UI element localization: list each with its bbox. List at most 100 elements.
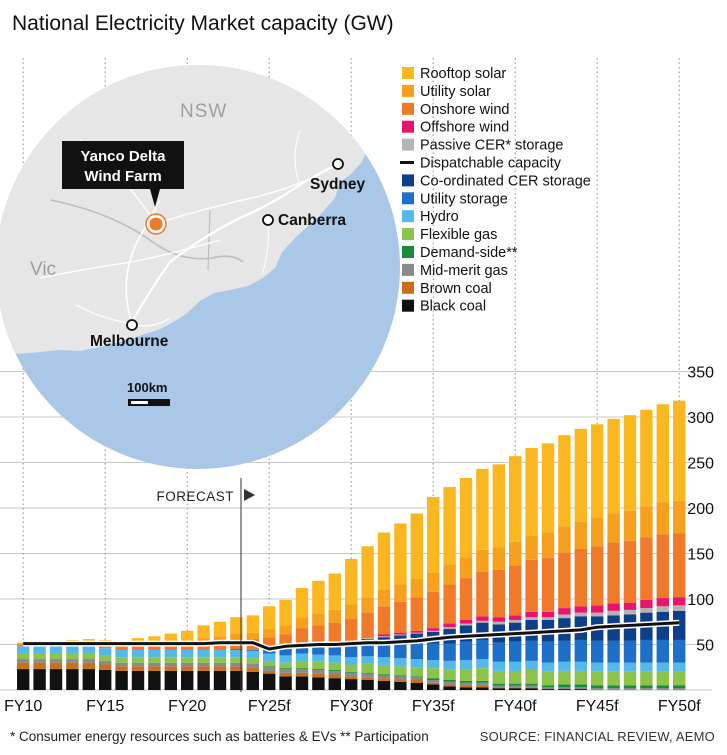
bar-segment (427, 678, 440, 680)
bar-segment (541, 671, 555, 686)
bar-segment (181, 649, 194, 658)
city-label-sydney: Sydney (310, 176, 366, 193)
bar-segment (623, 540, 637, 603)
bar-segment (345, 604, 358, 620)
bar-segment (263, 670, 276, 674)
legend-swatch (402, 246, 414, 258)
legend-item: Flexible gas (402, 227, 497, 243)
bar-segment (673, 639, 686, 663)
bar-segment (164, 657, 177, 663)
bar-stack-FY28f (312, 580, 325, 690)
bar-segment (509, 541, 522, 566)
bar-segment (213, 670, 227, 690)
bar-segment (410, 630, 423, 633)
x-tick-label: FY35f (412, 698, 455, 715)
bar-segment (558, 614, 571, 619)
bar-segment (558, 608, 571, 615)
bar-segment (230, 617, 243, 634)
bar-segment (427, 497, 440, 573)
legend-item: Demand-side** (402, 245, 518, 261)
bar-segment (131, 645, 145, 650)
bar-segment (591, 685, 604, 689)
bar-segment (279, 625, 292, 635)
bar-segment (99, 655, 112, 661)
bar-segment (312, 661, 325, 670)
x-tick-label: FY20 (168, 698, 206, 715)
bar-segment (492, 547, 505, 570)
bar-segment (443, 684, 456, 687)
footnote: * Consumer energy resources such as batt… (10, 729, 429, 744)
bar-segment (492, 687, 505, 689)
bar-segment (558, 670, 571, 685)
bar-segment (197, 670, 210, 690)
bar-segment (377, 680, 391, 690)
bar-segment (99, 669, 112, 690)
bar-segment (591, 688, 604, 690)
bar-segment (197, 662, 210, 667)
bar-segment (640, 688, 653, 690)
bar-segment (295, 645, 309, 654)
legend-label: Utility storage (420, 191, 508, 207)
bar-stack-FY32f (377, 532, 391, 690)
map-land (0, 65, 375, 355)
legend-swatch (402, 102, 414, 115)
bar-segment (410, 578, 423, 598)
bar-segment (312, 669, 325, 670)
bar-segment (328, 678, 341, 690)
bar-segment (115, 649, 128, 658)
state-label-vic: Vic (30, 259, 56, 280)
wind-farm-marker (147, 215, 165, 233)
bar-segment (541, 687, 555, 690)
bar-segment (148, 666, 161, 671)
bar-segment (246, 671, 259, 690)
bar-segment (607, 671, 620, 686)
bar-stack-FY50f (673, 400, 686, 690)
forecast-arrow-icon (244, 489, 255, 501)
bar-segment (17, 659, 30, 663)
bar-segment (558, 689, 571, 690)
bar-segment (673, 500, 686, 534)
bar-segment (33, 669, 46, 690)
bar-segment (295, 676, 309, 690)
scale-bar (128, 399, 170, 406)
bar-segment (525, 687, 538, 689)
bar-segment (263, 606, 276, 630)
bar-segment (623, 415, 637, 511)
bar-segment (164, 649, 177, 658)
bar-segment (509, 661, 522, 671)
bar-segment (279, 599, 292, 626)
bar-stack-FY15 (99, 639, 112, 690)
bar-segment (345, 679, 358, 690)
bar-segment (394, 634, 407, 636)
y-tick-label: 250 (687, 456, 714, 473)
bar-segment (607, 603, 620, 611)
callout-pointer (150, 189, 160, 207)
bar-segment (230, 657, 243, 663)
bar-segment (509, 641, 522, 662)
bar-segment (607, 418, 620, 514)
bar-segment (148, 662, 161, 667)
legend-label: Offshore wind (420, 120, 509, 136)
bar-stack-FY14 (82, 639, 95, 690)
bar-segment (279, 676, 292, 690)
city-dot-melbourne (126, 319, 138, 331)
bar-segment (492, 683, 505, 686)
bar-stack-FY22 (213, 621, 227, 690)
bar-segment (673, 400, 686, 501)
bar-segment (623, 510, 637, 541)
bar-segment (591, 424, 604, 519)
bar-segment (558, 687, 571, 690)
bar-segment (312, 677, 325, 690)
bar-segment (427, 679, 440, 683)
bar-segment (345, 672, 358, 677)
y-tick-label: 50 (696, 638, 714, 655)
city-dot-canberra (262, 214, 274, 226)
bar-segment (377, 643, 391, 658)
bar-segment (312, 580, 325, 614)
forecast-label: FORECAST (156, 489, 234, 504)
bar-segment (541, 617, 555, 620)
bar-stack-FY31f (361, 546, 374, 690)
bar-segment (673, 597, 686, 606)
bar-segment (279, 662, 292, 669)
legend-item: Dispatchable capacity (400, 156, 562, 172)
